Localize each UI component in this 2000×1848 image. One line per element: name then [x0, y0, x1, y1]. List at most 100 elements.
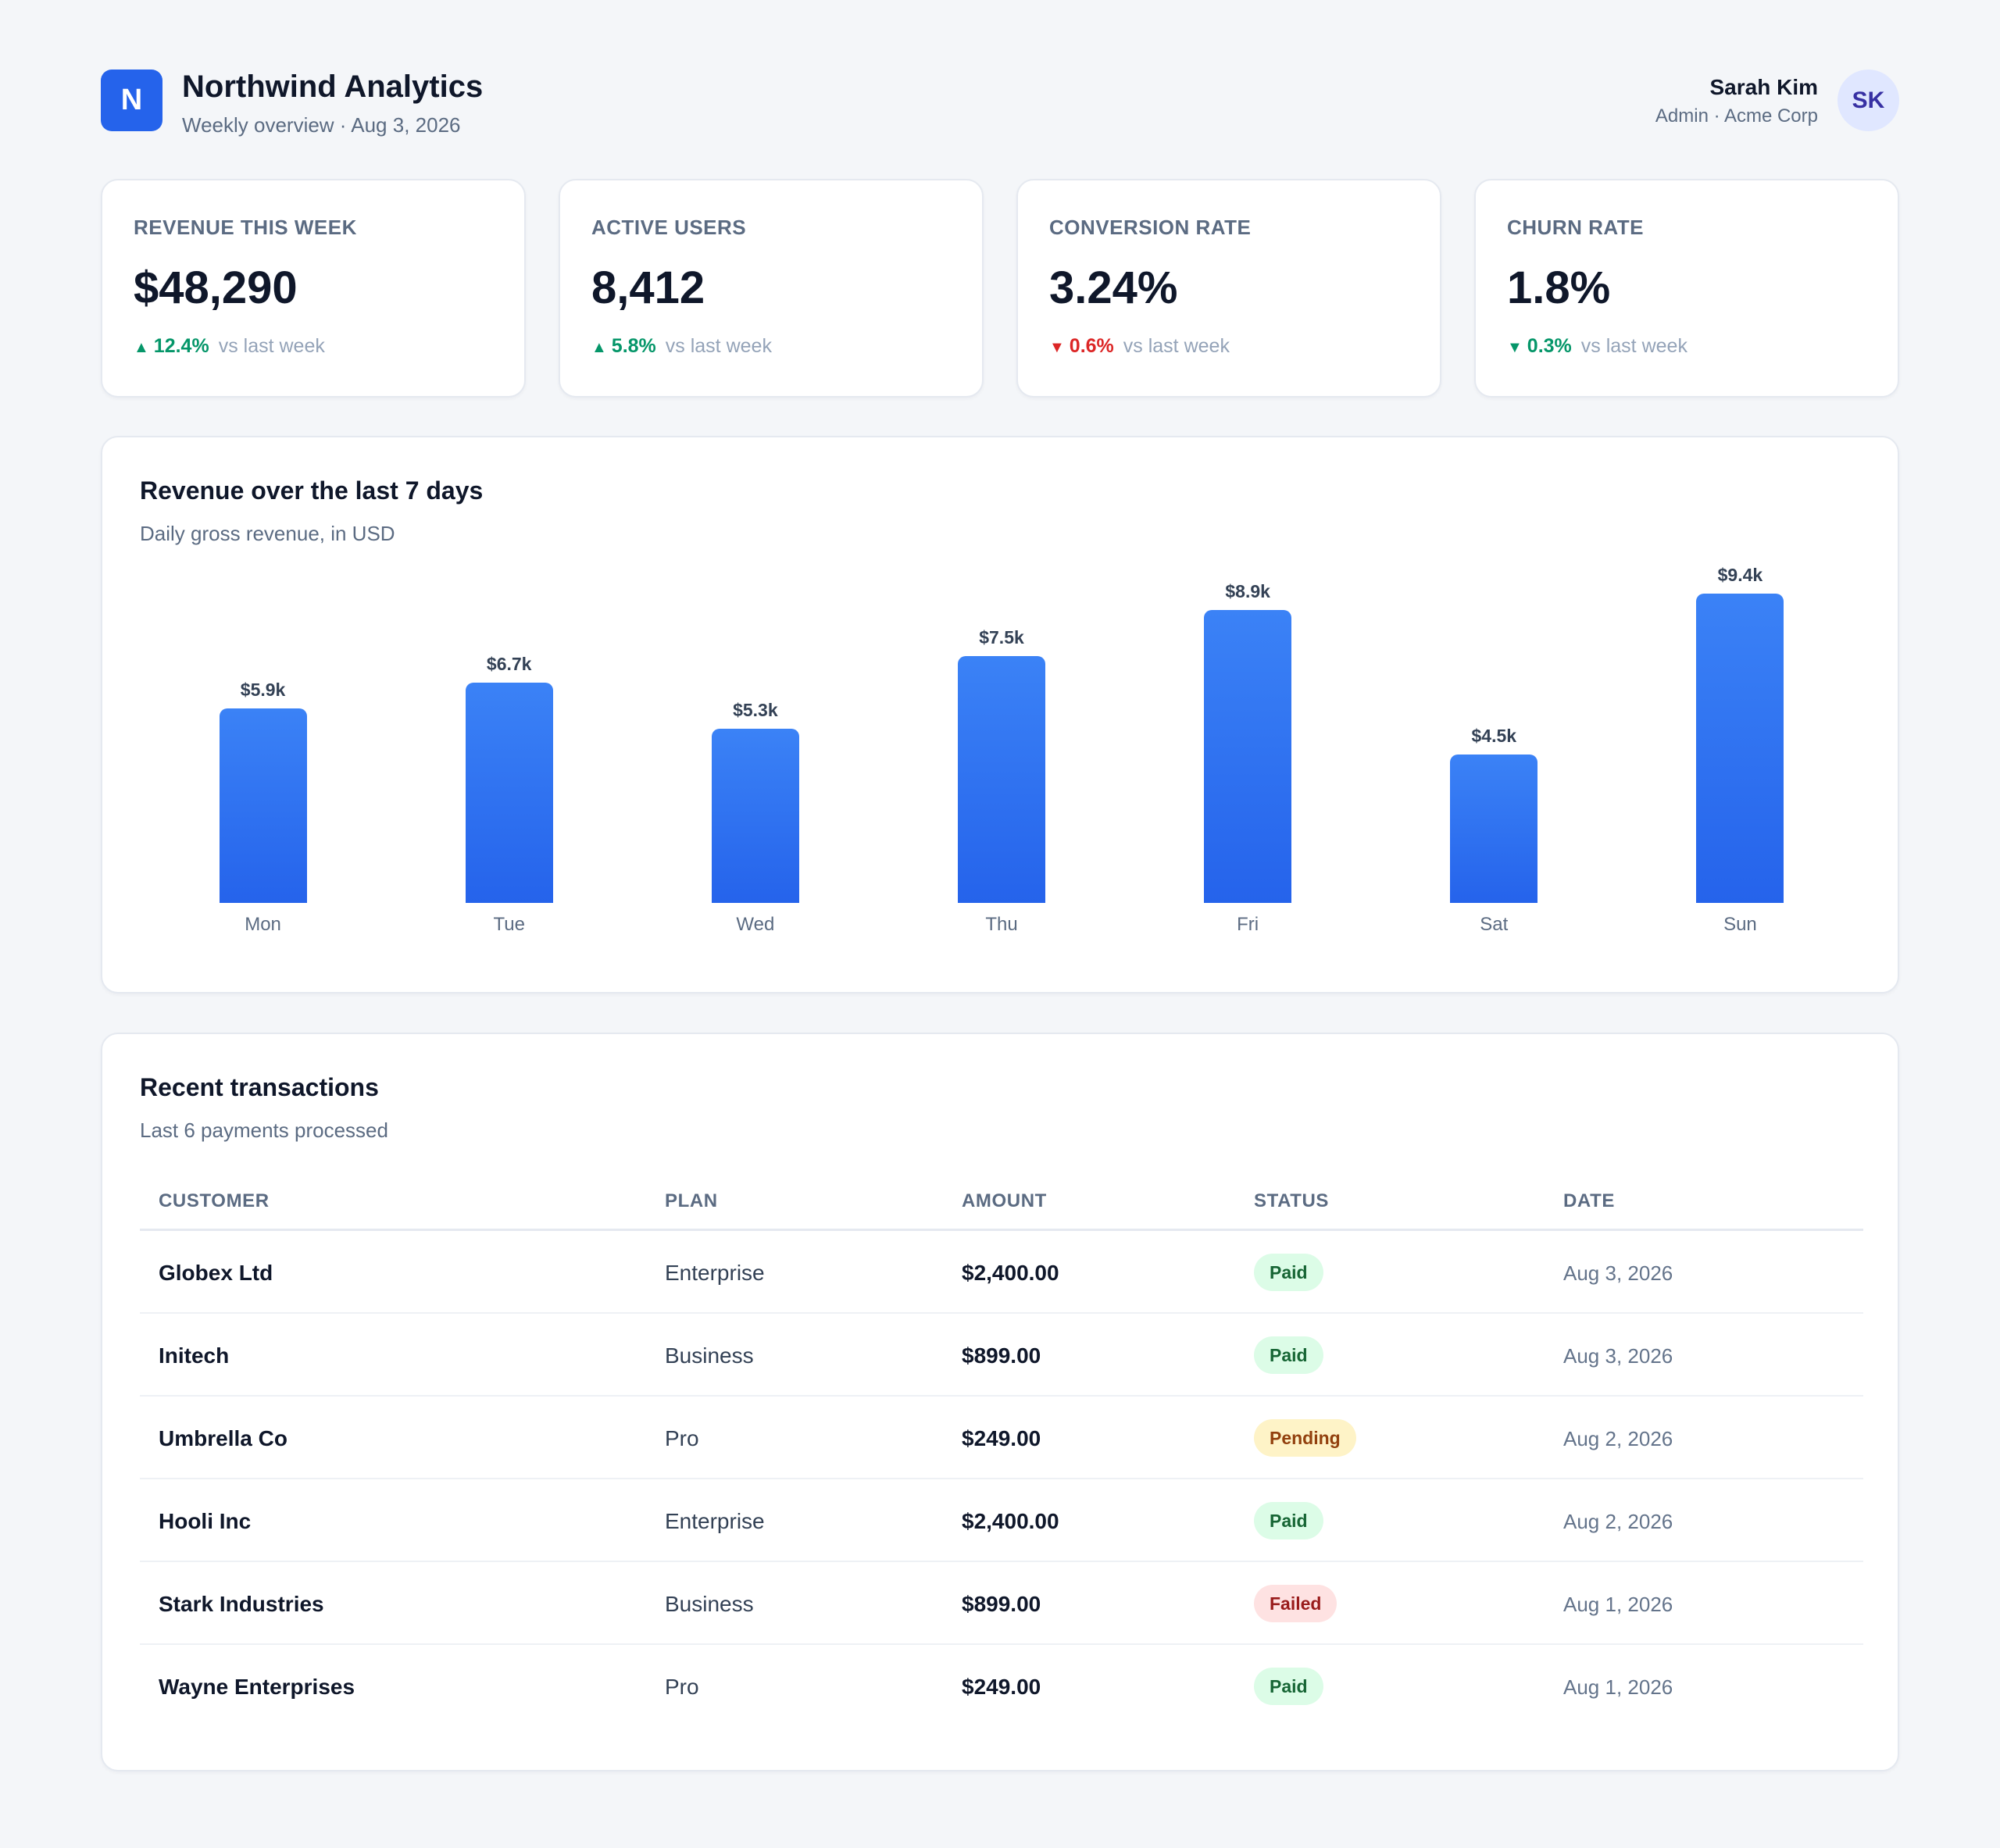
- x-axis-tick-label: Mon: [245, 914, 281, 935]
- bar-chart: $5.9k Mon $6.7k Tue $5.3k Wed $7.5k Thu $8.9k Fri…: [140, 562, 1863, 976]
- plan-cell: Pro: [665, 1426, 699, 1450]
- chart-title: Revenue over the last 7 days: [140, 476, 484, 505]
- kpi-delta-value: 0.6%: [1069, 335, 1114, 357]
- customer-name: Stark Industries: [159, 1592, 324, 1616]
- date-cell: Aug 3, 2026: [1563, 1261, 1673, 1285]
- column-header-amount[interactable]: AMOUNT: [962, 1190, 1047, 1211]
- app-header: N Northwind Analytics Weekly overview · …: [101, 70, 1899, 137]
- status-badge: Pending: [1254, 1419, 1356, 1457]
- column-header-customer[interactable]: CUSTOMER: [159, 1190, 270, 1211]
- amount-cell: $249.00: [962, 1675, 1041, 1699]
- transactions-table: CUSTOMER PLAN AMOUNT STATUS DATE Globex …: [140, 1179, 1863, 1728]
- kpi-value: 3.24%: [1049, 262, 1178, 313]
- column-header-date[interactable]: DATE: [1563, 1190, 1615, 1211]
- x-axis-tick-label: Fri: [1237, 914, 1259, 935]
- amount-cell: $2,400.00: [962, 1261, 1059, 1285]
- chart-bar[interactable]: [1696, 594, 1784, 903]
- plan-cell: Business: [665, 1592, 754, 1616]
- table-row[interactable]: Stark Industries Business $899.00 Aug 1, 20…: [140, 1562, 1863, 1645]
- status-badge: Paid: [1254, 1502, 1323, 1539]
- table-row[interactable]: Umbrella Co Pro $249.00 Aug 2, 2026 Pending: [140, 1397, 1863, 1479]
- kpi-label: REVENUE THIS WEEK: [134, 216, 357, 239]
- kpi-delta: ▲ 12.4% vs last week: [134, 335, 325, 358]
- kpi-card-churn-rate: CHURN RATE 1.8% ▼ 0.3% vs last week: [1474, 179, 1899, 398]
- amount-cell: $2,400.00: [962, 1509, 1059, 1533]
- transactions-card: Recent transactions Last 6 payments proc…: [101, 1033, 1899, 1771]
- x-axis-tick-label: Thu: [985, 914, 1018, 935]
- status-badge: Paid: [1254, 1336, 1323, 1374]
- table-row[interactable]: Wayne Enterprises Pro $249.00 Aug 1, 2026 Pa…: [140, 1645, 1863, 1728]
- brand-logo[interactable]: N: [101, 70, 162, 131]
- table-header: CUSTOMER PLAN AMOUNT STATUS DATE: [140, 1179, 1863, 1231]
- kpi-card-active-users: ACTIVE USERS 8,412 ▲ 5.8% vs last week: [559, 179, 984, 398]
- column-header-status[interactable]: STATUS: [1254, 1190, 1330, 1211]
- customer-name: Umbrella Co: [159, 1426, 288, 1450]
- kpi-delta: ▼ 0.3% vs last week: [1507, 335, 1688, 358]
- date-cell: Aug 1, 2026: [1563, 1675, 1673, 1699]
- bar-value-label: $9.4k: [1717, 565, 1763, 585]
- kpi-delta-note: vs last week: [1580, 335, 1688, 357]
- arrow-up-icon: ▲: [134, 339, 149, 356]
- kpi-delta: ▼ 0.6% vs last week: [1049, 335, 1230, 358]
- customer-name: Wayne Enterprises: [159, 1675, 355, 1699]
- amount-cell: $899.00: [962, 1592, 1041, 1616]
- arrow-up-icon: ▲: [591, 339, 607, 356]
- kpi-label: ACTIVE USERS: [591, 216, 747, 239]
- x-axis-tick-label: Sun: [1723, 914, 1757, 935]
- plan-cell: Pro: [665, 1675, 699, 1699]
- transactions-subtitle: Last 6 payments processed: [140, 1118, 388, 1142]
- kpi-delta-value: 12.4%: [153, 335, 209, 357]
- amount-cell: $249.00: [962, 1426, 1041, 1450]
- table-row[interactable]: Hooli Inc Enterprise $2,400.00 Aug 2, 2026 P…: [140, 1479, 1863, 1562]
- bar-value-label: $8.9k: [1225, 581, 1270, 601]
- arrow-down-icon: ▼: [1507, 339, 1523, 356]
- chart-bar[interactable]: [958, 656, 1045, 903]
- amount-cell: $899.00: [962, 1343, 1041, 1368]
- bar-value-label: $5.3k: [733, 700, 778, 720]
- bar-group: $9.4k Sun: [1652, 562, 1827, 976]
- bar-group: $4.5k Sat: [1406, 562, 1581, 976]
- kpi-value: 8,412: [591, 262, 705, 313]
- kpi-delta: ▲ 5.8% vs last week: [591, 335, 772, 358]
- x-axis-tick-label: Wed: [736, 914, 775, 935]
- kpi-card-conversion-rate: CONVERSION RATE 3.24% ▼ 0.6% vs last week: [1016, 179, 1441, 398]
- kpi-value: $48,290: [134, 262, 298, 313]
- table-row[interactable]: Initech Business $899.00 Aug 3, 2026 Paid: [140, 1314, 1863, 1397]
- chart-bar[interactable]: [1204, 610, 1292, 903]
- date-cell: Aug 3, 2026: [1563, 1344, 1673, 1368]
- bar-value-label: $5.9k: [240, 680, 286, 700]
- kpi-delta-note: vs last week: [218, 335, 325, 357]
- bar-value-label: $4.5k: [1471, 726, 1517, 746]
- date-cell: Aug 2, 2026: [1563, 1427, 1673, 1450]
- plan-cell: Business: [665, 1343, 754, 1368]
- bar-group: $7.5k Thu: [914, 562, 1089, 976]
- user-name: Sarah Kim: [1709, 75, 1819, 99]
- kpi-value: 1.8%: [1507, 262, 1611, 313]
- avatar[interactable]: SK: [1838, 70, 1899, 131]
- revenue-chart-card: Revenue over the last 7 days Daily gross…: [101, 436, 1899, 994]
- bar-group: $8.9k Fri: [1160, 562, 1335, 976]
- page-subtitle: Weekly overview · Aug 3, 2026: [182, 113, 461, 137]
- chart-bar[interactable]: [711, 729, 799, 903]
- date-cell: Aug 2, 2026: [1563, 1510, 1673, 1533]
- kpi-delta-note: vs last week: [665, 335, 772, 357]
- chart-bar[interactable]: [1450, 755, 1538, 903]
- x-axis-tick-label: Sat: [1480, 914, 1509, 935]
- table-row[interactable]: Globex Ltd Enterprise $2,400.00 Aug 3, 2026…: [140, 1231, 1863, 1314]
- kpi-delta-value: 5.8%: [611, 335, 656, 357]
- customer-name: Initech: [159, 1343, 230, 1368]
- customer-name: Globex Ltd: [159, 1261, 273, 1285]
- kpi-delta-note: vs last week: [1123, 335, 1230, 357]
- table-body: Globex Ltd Enterprise $2,400.00 Aug 3, 2026…: [140, 1231, 1863, 1728]
- kpi-delta-value: 0.3%: [1527, 335, 1572, 357]
- status-badge: Paid: [1254, 1668, 1323, 1705]
- chart-subtitle: Daily gross revenue, in USD: [140, 522, 395, 545]
- chart-bar[interactable]: [465, 683, 553, 903]
- bar-group: $5.9k Mon: [176, 562, 351, 976]
- chart-bar[interactable]: [219, 708, 307, 903]
- column-header-plan[interactable]: PLAN: [665, 1190, 718, 1211]
- app-title: Northwind Analytics: [182, 70, 484, 104]
- bar-value-label: $7.5k: [979, 627, 1024, 648]
- kpi-card-revenue: REVENUE THIS WEEK $48,290 ▲ 12.4% vs last …: [101, 179, 526, 398]
- bar-group: $6.7k Tue: [422, 562, 597, 976]
